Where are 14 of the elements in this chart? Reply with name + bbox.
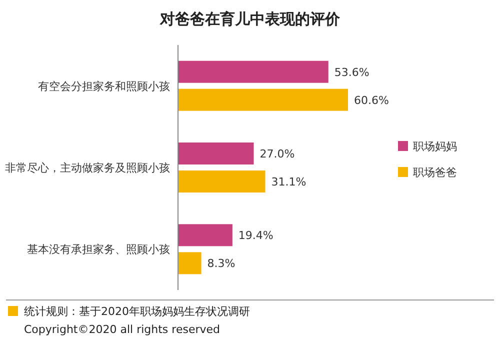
y-tick-label: 有空会分担家务和照顾小孩	[38, 80, 170, 93]
y-tick-label: 非常尽心，主动做家务及照顾小孩	[5, 162, 170, 174]
text: 统计规则：基于2020年职场妈妈生存状况调研	[24, 305, 250, 318]
data-label: 19.4%	[238, 229, 274, 242]
data-label: 53.6%	[334, 66, 370, 79]
y-tick-label: 基本没有承担家务、照顾小孩	[27, 243, 170, 256]
chart-title: 对爸爸在育儿中表现的评价	[159, 10, 341, 28]
data-label: 31.1%	[271, 176, 306, 188]
text: Copyright©2020 all rights reserved	[24, 323, 220, 336]
data-label: 60.6%	[354, 94, 389, 107]
legend-label: 职场爸爸	[413, 166, 457, 179]
data-label: 8.3%	[207, 257, 236, 270]
data-label: 27.0%	[260, 148, 295, 160]
legend-label: 职场妈妈	[413, 140, 457, 153]
